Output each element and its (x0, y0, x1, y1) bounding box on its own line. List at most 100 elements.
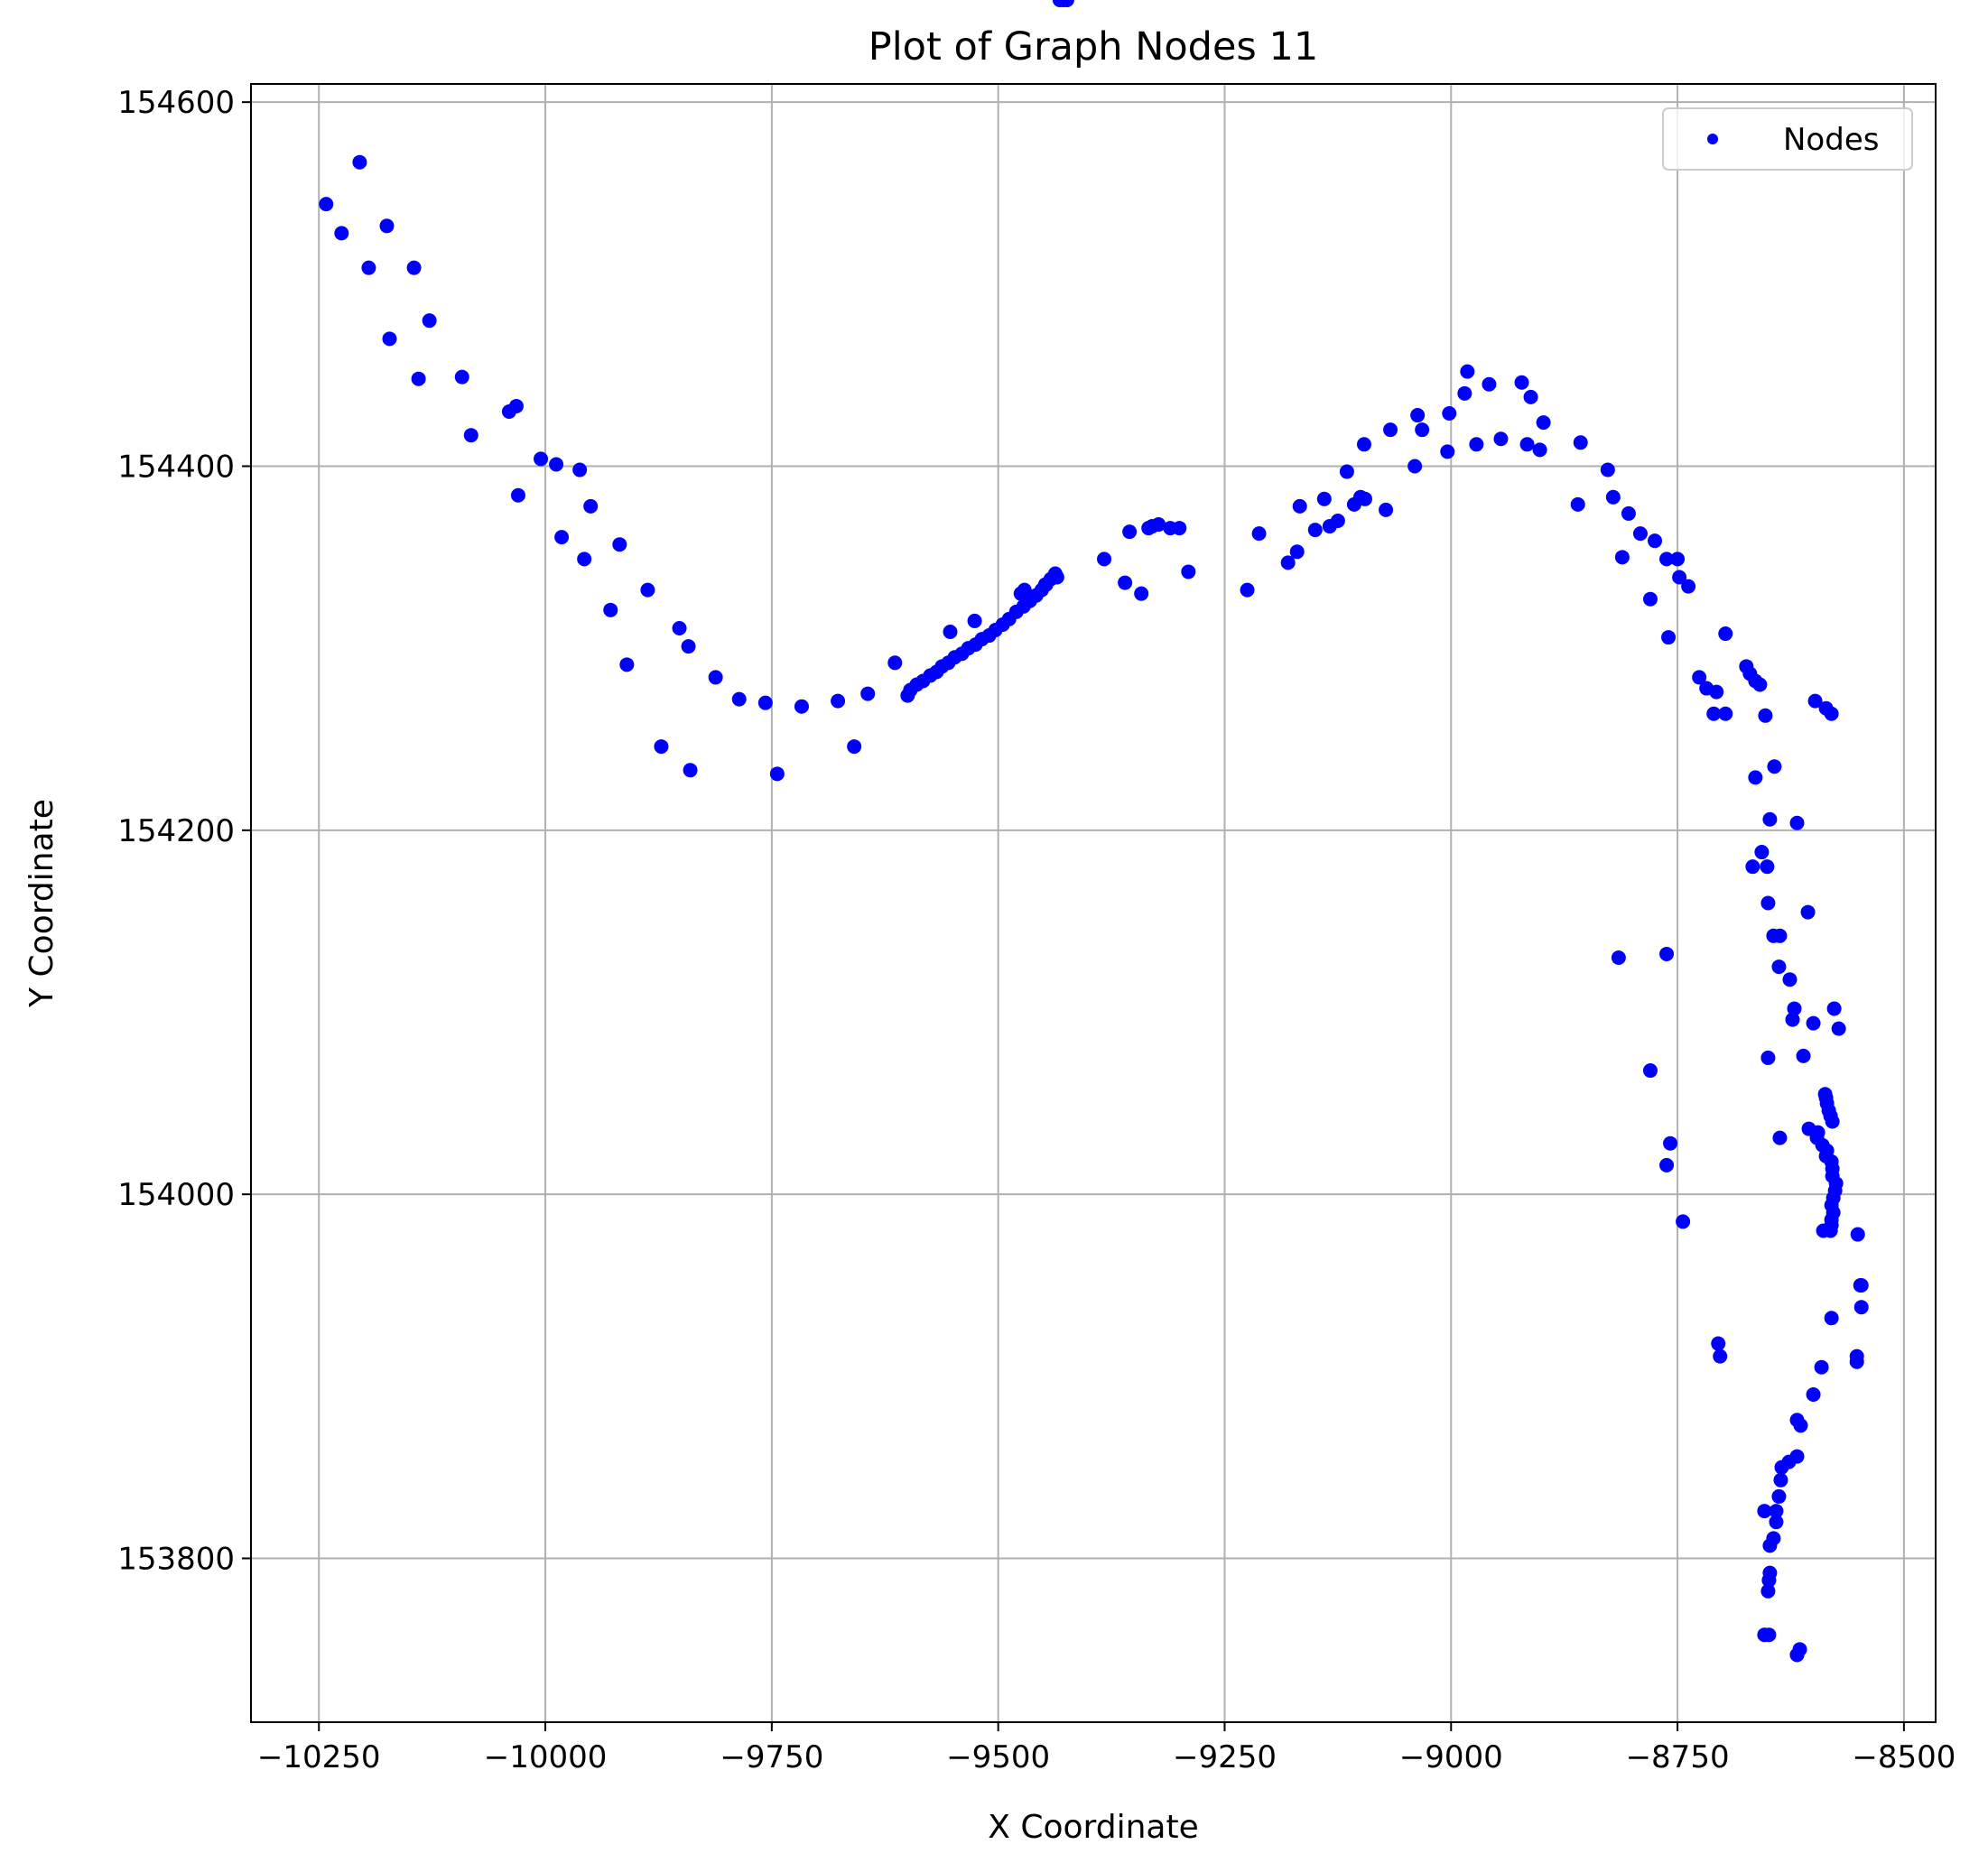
node-point (1824, 1311, 1839, 1326)
node-point (352, 154, 367, 170)
node-point (1059, 0, 1074, 7)
node-point (1151, 517, 1166, 533)
y-tick-label: 154400 (117, 450, 235, 486)
node-point (847, 739, 862, 755)
node-point (1800, 904, 1816, 920)
node-point (1670, 551, 1686, 567)
node-point (1709, 684, 1724, 700)
node-point (1482, 376, 1497, 392)
node-point (1757, 1504, 1772, 1519)
node-point (1642, 1063, 1658, 1079)
node-point (1383, 422, 1398, 438)
node-point (411, 371, 426, 386)
node-point (1818, 700, 1834, 716)
node-point (1514, 375, 1529, 390)
node-point (1806, 1015, 1821, 1031)
node-point (1134, 586, 1149, 601)
node-point (1570, 496, 1585, 512)
x-tick-label: −9250 (1173, 1739, 1277, 1775)
node-point (1754, 845, 1770, 860)
node-point (1357, 491, 1372, 506)
node-point (1796, 1048, 1811, 1063)
y-axis-label: Y Coordinate (23, 799, 60, 1008)
node-point (554, 530, 570, 545)
node-point (1853, 1300, 1869, 1315)
node-point (1240, 582, 1255, 598)
legend: Nodes (1662, 107, 1913, 171)
y-tick-label: 154000 (117, 1177, 235, 1213)
x-tick-label: −8750 (1626, 1739, 1730, 1775)
node-point (1692, 670, 1707, 685)
node-point (1663, 1135, 1678, 1151)
node-point (1758, 708, 1773, 723)
node-point (549, 457, 564, 472)
node-point (654, 739, 669, 755)
node-point (1676, 1214, 1691, 1229)
node-point (1767, 759, 1782, 774)
node-point (1760, 895, 1776, 911)
x-tick-label: −9000 (1399, 1739, 1503, 1775)
node-point (1532, 442, 1547, 458)
node-point (1718, 626, 1733, 642)
node-point (1711, 1336, 1726, 1351)
node-point (1415, 422, 1430, 438)
data-points (319, 0, 1869, 1663)
node-point (1600, 462, 1615, 477)
node-point (708, 670, 723, 685)
plot-frame (250, 83, 1937, 1723)
node-point (1789, 1647, 1805, 1663)
node-point (1251, 526, 1267, 542)
node-point (1648, 533, 1662, 549)
node-point (612, 537, 627, 552)
node-point (1760, 859, 1775, 875)
node-point (1760, 1050, 1776, 1065)
node-point (1760, 1583, 1776, 1599)
node-point (1614, 550, 1630, 565)
node-point (1379, 502, 1394, 517)
node-point (640, 582, 655, 598)
node-point (1642, 591, 1658, 607)
node-point (1097, 551, 1112, 567)
node-point (1850, 1227, 1865, 1242)
node-point (1672, 570, 1687, 585)
node-point (1523, 389, 1538, 404)
node-point (1773, 1472, 1788, 1488)
y-tick-label: 154600 (117, 85, 235, 121)
node-point (334, 226, 349, 241)
node-point (1772, 928, 1788, 943)
node-point (1826, 1001, 1842, 1016)
node-point (1814, 1359, 1829, 1375)
node-point (1289, 544, 1305, 560)
node-point (1769, 1515, 1784, 1530)
x-tick-label: −10250 (257, 1739, 381, 1775)
node-point (1806, 1387, 1821, 1402)
node-point (1853, 1278, 1868, 1293)
node-point (1442, 406, 1457, 422)
node-point (1831, 1021, 1846, 1036)
node-point (1611, 950, 1626, 965)
node-point (1762, 1538, 1778, 1553)
node-point (1469, 437, 1484, 452)
node-point (1771, 1488, 1787, 1504)
node-point (1816, 1223, 1831, 1238)
node-point (672, 620, 687, 635)
node-point (1632, 526, 1648, 542)
node-point (1605, 489, 1621, 505)
node-point (769, 766, 785, 782)
node-point (731, 691, 747, 707)
node-point (757, 695, 773, 710)
node-point (1573, 435, 1588, 450)
node-point (508, 398, 524, 413)
node-point (1339, 464, 1354, 479)
node-point (967, 613, 982, 628)
node-point (1017, 582, 1032, 598)
node-point (1772, 1130, 1788, 1145)
node-point (361, 260, 376, 275)
node-point (1659, 551, 1675, 567)
node-point (887, 655, 903, 671)
node-point (860, 686, 876, 701)
node-point (1771, 959, 1787, 975)
node-point (1122, 524, 1138, 540)
node-point (1047, 566, 1063, 581)
node-point (534, 451, 549, 467)
